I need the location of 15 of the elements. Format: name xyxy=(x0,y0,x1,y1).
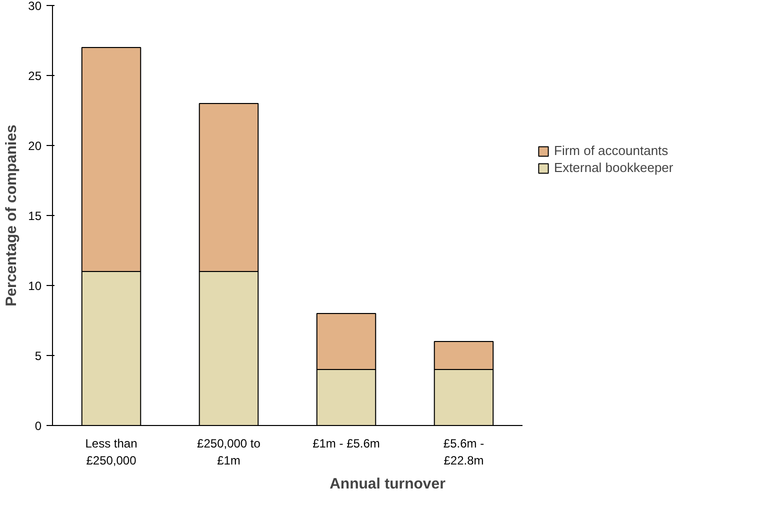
y-axis-title: Percentage of companies xyxy=(3,124,20,306)
y-tick-label: 5 xyxy=(34,349,42,363)
y-tick-label: 0 xyxy=(34,419,42,433)
legend-label: Firm of accountants xyxy=(554,143,668,158)
x-tick-label: £1m - £5.6m xyxy=(312,436,380,450)
x-tick-label: Less than £250,000 xyxy=(85,436,138,468)
y-tick-label: 25 xyxy=(28,69,42,83)
legend-label: External bookkeeper xyxy=(554,160,674,175)
y-tick-label: 20 xyxy=(28,139,42,153)
x-axis-title: Annual turnover xyxy=(330,475,446,492)
y-tick-label: 30 xyxy=(28,0,42,13)
y-tick-label: 15 xyxy=(28,209,42,223)
x-tick-label: £250,000 to £1m xyxy=(197,436,261,468)
y-tick-label: 10 xyxy=(28,279,42,293)
x-tick-label: £5.6m - £22.8m xyxy=(443,436,484,468)
